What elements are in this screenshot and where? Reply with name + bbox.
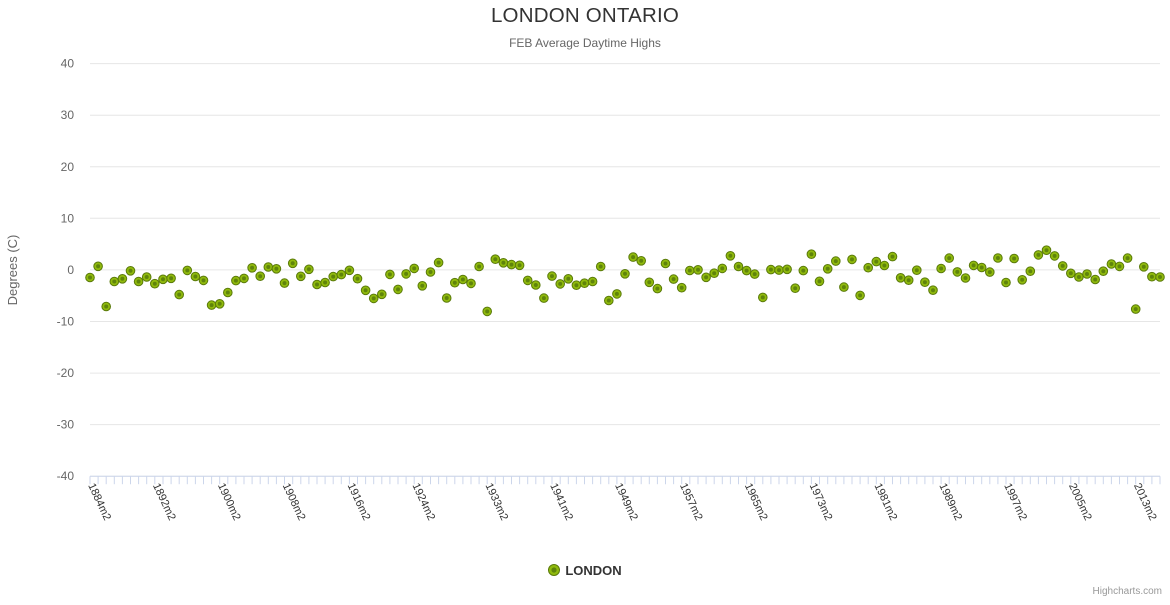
svg-text:-40: -40	[57, 469, 75, 483]
svg-text:30: 30	[61, 108, 75, 122]
svg-text:40: 40	[61, 57, 75, 71]
svg-text:10: 10	[61, 211, 75, 225]
svg-text:-20: -20	[57, 366, 75, 380]
svg-text:-10: -10	[57, 315, 75, 329]
svg-text:0: 0	[67, 263, 74, 277]
svg-text:-30: -30	[57, 418, 75, 432]
svg-text:20: 20	[61, 160, 75, 174]
